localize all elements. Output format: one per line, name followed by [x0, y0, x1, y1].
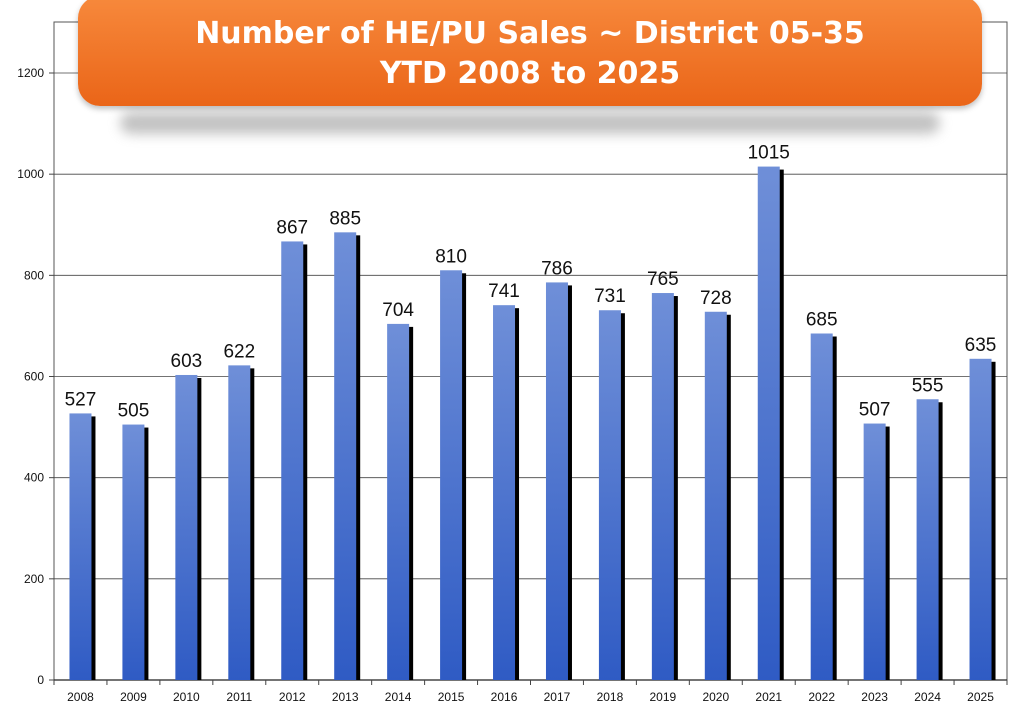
- data-label: 507: [859, 400, 891, 421]
- x-tick-label: 2022: [808, 690, 835, 704]
- x-tick-label: 2024: [914, 690, 941, 704]
- y-tick-label: 1200: [17, 66, 44, 80]
- data-label: 505: [118, 401, 150, 422]
- bar: [228, 365, 251, 680]
- bar: [334, 232, 357, 680]
- data-label: 731: [594, 286, 626, 307]
- x-tick-label: 2008: [67, 690, 94, 704]
- bar: [69, 413, 92, 680]
- chart-title: Number of HE/PU Sales ~ District 05-35: [195, 16, 865, 51]
- data-label: 885: [329, 208, 361, 229]
- x-tick-label: 2015: [438, 690, 465, 704]
- y-tick-label: 800: [24, 268, 44, 282]
- y-tick-label: 600: [24, 370, 44, 384]
- bar: [704, 311, 727, 680]
- data-label: 867: [276, 217, 308, 238]
- bar: [916, 399, 939, 680]
- title-banner-shadow: [120, 112, 940, 134]
- data-label: 635: [965, 335, 997, 356]
- data-label: 786: [541, 258, 573, 279]
- x-tick-label: 2018: [597, 690, 624, 704]
- x-tick-label: 2017: [544, 690, 571, 704]
- bar: [175, 374, 198, 680]
- x-tick-label: 2023: [861, 690, 888, 704]
- bar: [598, 310, 621, 680]
- x-tick-label: 2014: [385, 690, 412, 704]
- x-tick-label: 2009: [120, 690, 147, 704]
- bar: [387, 323, 410, 680]
- y-tick-label: 1000: [17, 167, 44, 181]
- chart-subtitle: YTD 2008 to 2025: [379, 56, 681, 91]
- x-tick-label: 2013: [332, 690, 359, 704]
- bar: [810, 333, 833, 680]
- title-banner: Number of HE/PU Sales ~ District 05-35 Y…: [78, 0, 982, 106]
- x-tick-label: 2016: [491, 690, 518, 704]
- y-tick-label: 400: [24, 471, 44, 485]
- bar: [863, 423, 886, 680]
- bar: [651, 293, 674, 680]
- data-label: 622: [223, 341, 255, 362]
- y-tick-label: 200: [24, 572, 44, 586]
- data-label: 728: [700, 288, 732, 309]
- x-tick-label: 2012: [279, 690, 306, 704]
- bar: [545, 282, 568, 680]
- data-label: 1015: [748, 143, 790, 164]
- data-label: 765: [647, 269, 679, 290]
- bar: [757, 166, 780, 680]
- data-label: 810: [435, 246, 467, 267]
- data-label: 685: [806, 310, 838, 331]
- x-tick-label: 2010: [173, 690, 200, 704]
- data-label: 603: [171, 351, 203, 372]
- x-tick-label: 2011: [226, 690, 252, 704]
- data-label: 555: [912, 375, 944, 396]
- data-label: 704: [382, 300, 414, 321]
- bar: [122, 424, 145, 680]
- bar: [281, 241, 304, 680]
- bar: [969, 358, 992, 680]
- x-tick-label: 2021: [755, 690, 782, 704]
- data-label: 741: [488, 281, 520, 302]
- x-tick-label: 2025: [967, 690, 994, 704]
- data-label: 527: [65, 389, 97, 410]
- x-tick-label: 2019: [650, 690, 677, 704]
- y-tick-label: 0: [37, 673, 44, 687]
- bar: [440, 270, 463, 680]
- x-tick-label: 2020: [702, 690, 729, 704]
- bar: [493, 305, 516, 680]
